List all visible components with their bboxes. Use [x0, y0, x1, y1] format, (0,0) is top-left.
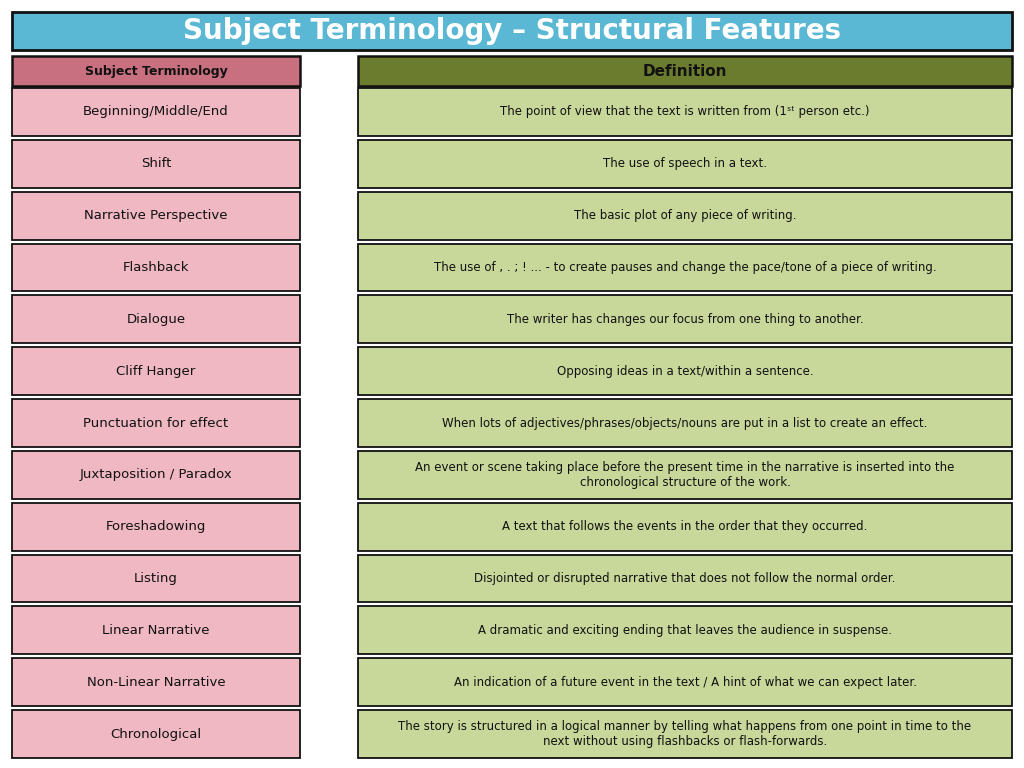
FancyBboxPatch shape: [358, 296, 1012, 343]
Text: Foreshadowing: Foreshadowing: [105, 520, 206, 533]
Text: Disjointed or disrupted narrative that does not follow the normal order.: Disjointed or disrupted narrative that d…: [474, 572, 896, 585]
Text: Punctuation for effect: Punctuation for effect: [83, 416, 228, 429]
FancyBboxPatch shape: [12, 399, 300, 447]
Text: Non-Linear Narrative: Non-Linear Narrative: [87, 676, 225, 689]
FancyBboxPatch shape: [12, 554, 300, 602]
Text: Narrative Perspective: Narrative Perspective: [84, 209, 227, 222]
FancyBboxPatch shape: [12, 192, 300, 240]
FancyBboxPatch shape: [12, 243, 300, 291]
FancyBboxPatch shape: [12, 56, 300, 86]
FancyBboxPatch shape: [358, 658, 1012, 706]
Text: When lots of adjectives/phrases/objects/nouns are put in a list to create an eff: When lots of adjectives/phrases/objects/…: [442, 416, 928, 429]
Text: A dramatic and exciting ending that leaves the audience in suspense.: A dramatic and exciting ending that leav…: [478, 624, 892, 637]
Text: Definition: Definition: [643, 64, 727, 78]
FancyBboxPatch shape: [12, 710, 300, 758]
Text: An event or scene taking place before the present time in the narrative is inser: An event or scene taking place before th…: [416, 461, 954, 489]
FancyBboxPatch shape: [12, 12, 1012, 50]
FancyBboxPatch shape: [12, 347, 300, 395]
FancyBboxPatch shape: [12, 658, 300, 706]
FancyBboxPatch shape: [12, 503, 300, 551]
FancyBboxPatch shape: [12, 140, 300, 187]
Text: The use of speech in a text.: The use of speech in a text.: [603, 157, 767, 170]
Text: Linear Narrative: Linear Narrative: [102, 624, 210, 637]
Text: Cliff Hanger: Cliff Hanger: [117, 365, 196, 378]
Text: Subject Terminology: Subject Terminology: [85, 65, 227, 78]
Text: Beginning/Middle/End: Beginning/Middle/End: [83, 105, 229, 118]
FancyBboxPatch shape: [358, 347, 1012, 395]
FancyBboxPatch shape: [358, 554, 1012, 602]
Text: The use of , . ; ! ... - to create pauses and change the pace/tone of a piece of: The use of , . ; ! ... - to create pause…: [434, 261, 936, 274]
Text: The point of view that the text is written from (1ˢᵗ person etc.): The point of view that the text is writt…: [501, 105, 869, 118]
FancyBboxPatch shape: [12, 607, 300, 654]
Text: The basic plot of any piece of writing.: The basic plot of any piece of writing.: [573, 209, 797, 222]
FancyBboxPatch shape: [358, 607, 1012, 654]
Text: An indication of a future event in the text / A hint of what we can expect later: An indication of a future event in the t…: [454, 676, 916, 689]
FancyBboxPatch shape: [358, 56, 1012, 86]
Text: Dialogue: Dialogue: [126, 313, 185, 326]
Text: A text that follows the events in the order that they occurred.: A text that follows the events in the or…: [503, 520, 867, 533]
FancyBboxPatch shape: [358, 140, 1012, 187]
Text: Subject Terminology – Structural Features: Subject Terminology – Structural Feature…: [183, 17, 841, 45]
FancyBboxPatch shape: [12, 296, 300, 343]
FancyBboxPatch shape: [12, 88, 300, 136]
FancyBboxPatch shape: [12, 451, 300, 498]
FancyBboxPatch shape: [358, 192, 1012, 240]
Text: Listing: Listing: [134, 572, 178, 585]
Text: The writer has changes our focus from one thing to another.: The writer has changes our focus from on…: [507, 313, 863, 326]
Text: Opposing ideas in a text/within a sentence.: Opposing ideas in a text/within a senten…: [557, 365, 813, 378]
FancyBboxPatch shape: [358, 451, 1012, 498]
FancyBboxPatch shape: [358, 710, 1012, 758]
FancyBboxPatch shape: [358, 243, 1012, 291]
Text: Shift: Shift: [141, 157, 171, 170]
FancyBboxPatch shape: [358, 503, 1012, 551]
FancyBboxPatch shape: [358, 88, 1012, 136]
FancyBboxPatch shape: [358, 399, 1012, 447]
Text: Juxtaposition / Paradox: Juxtaposition / Paradox: [80, 468, 232, 482]
Text: Flashback: Flashback: [123, 261, 189, 274]
Text: The story is structured in a logical manner by telling what happens from one poi: The story is structured in a logical man…: [398, 720, 972, 748]
Text: Chronological: Chronological: [111, 727, 202, 740]
